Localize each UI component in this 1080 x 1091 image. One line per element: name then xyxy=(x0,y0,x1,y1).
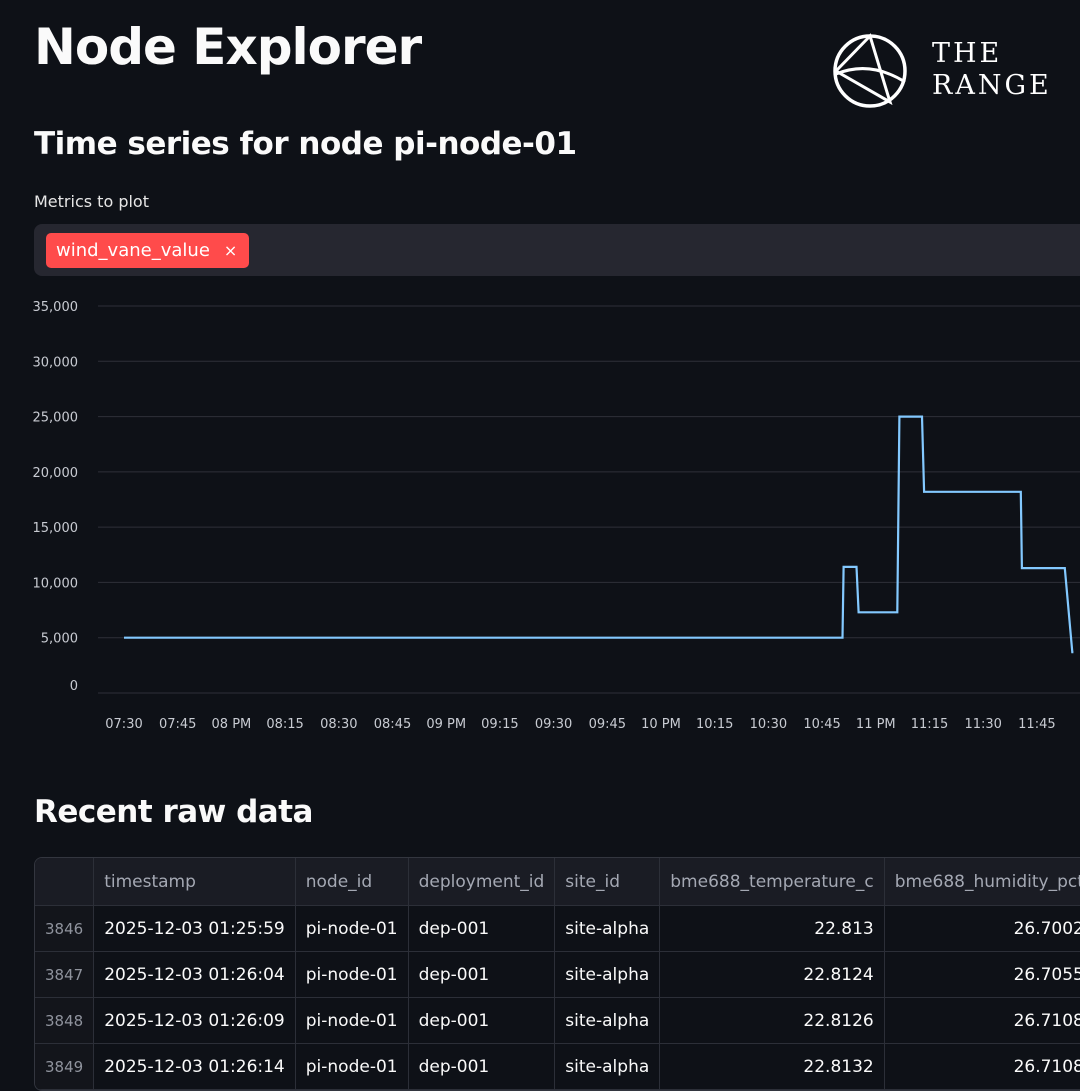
chart-y-axis: 35,000 30,000 25,000 20,000 15,000 10,000 5,00… xyxy=(33,300,79,694)
y-tick-label: 35,000 xyxy=(33,300,79,315)
page-title: Node Explorer xyxy=(34,18,422,76)
row-index: 3846 xyxy=(35,905,95,952)
chart-gridlines xyxy=(98,305,1080,694)
table-row[interactable]: 3847 2025-12-03 01:26:04 pi-node-01 dep-… xyxy=(35,951,1080,998)
cell-node-id[interactable]: pi-node-01 xyxy=(295,1043,409,1090)
y-tick-label: 30,000 xyxy=(33,355,79,370)
x-tick-label: 11:45 xyxy=(1018,717,1055,732)
cell-timestamp[interactable]: 2025-12-03 01:25:59 xyxy=(93,905,296,952)
cell-timestamp[interactable]: 2025-12-03 01:26:14 xyxy=(93,1043,296,1090)
chart-x-axis: 07:30 07:45 08 PM 08:15 08:30 08:45 09 PM 09:15… xyxy=(105,717,1055,732)
cell-node-id[interactable]: pi-node-01 xyxy=(295,997,409,1044)
x-tick-label: 09:30 xyxy=(535,717,572,732)
x-tick-label: 10:30 xyxy=(750,717,787,732)
cell-temperature[interactable]: 22.813 xyxy=(659,905,885,952)
cell-timestamp[interactable]: 2025-12-03 01:26:04 xyxy=(93,951,296,998)
x-tick-label: 10:15 xyxy=(696,717,733,732)
cell-site-id[interactable]: site-alpha xyxy=(554,905,661,952)
time-series-chart[interactable]: 35,000 30,000 25,000 20,000 15,000 10,000 5,00… xyxy=(0,290,1080,740)
table-row[interactable]: 3846 2025-12-03 01:25:59 pi-node-01 dep-… xyxy=(35,905,1080,952)
metrics-label: Metrics to plot xyxy=(34,192,149,211)
row-index: 3849 xyxy=(35,1043,95,1090)
cell-temperature[interactable]: 22.8124 xyxy=(659,951,885,998)
column-header-humidity[interactable]: bme688_humidity_pct xyxy=(884,858,1080,906)
close-icon[interactable]: × xyxy=(223,241,238,260)
x-tick-label: 11:15 xyxy=(911,717,948,732)
cell-humidity[interactable]: 26.7108 xyxy=(884,997,1080,1044)
column-header-node-id[interactable]: node_id xyxy=(295,858,409,906)
cell-temperature[interactable]: 22.8126 xyxy=(659,997,885,1044)
x-tick-label: 08:15 xyxy=(266,717,303,732)
cell-deployment-id[interactable]: dep-001 xyxy=(408,905,556,952)
table-header-row: timestamp node_id deployment_id site_id … xyxy=(35,858,1080,906)
table-row[interactable]: 3848 2025-12-03 01:26:09 pi-node-01 dep-… xyxy=(35,997,1080,1044)
x-tick-label: 08:45 xyxy=(374,717,411,732)
timeseries-title: Time series for node pi-node-01 xyxy=(34,126,577,162)
cell-node-id[interactable]: pi-node-01 xyxy=(295,951,409,998)
logo-line-2: RANGE xyxy=(932,70,1052,101)
y-tick-label: 20,000 xyxy=(33,466,79,481)
x-tick-label: 10:45 xyxy=(803,717,840,732)
cell-deployment-id[interactable]: dep-001 xyxy=(408,1043,556,1090)
x-tick-label: 09 PM xyxy=(426,717,466,732)
column-header-index[interactable] xyxy=(35,858,95,906)
the-range-logo-icon xyxy=(833,33,907,108)
column-header-temperature[interactable]: bme688_temperature_c xyxy=(659,858,885,906)
cell-node-id[interactable]: pi-node-01 xyxy=(295,905,409,952)
cell-site-id[interactable]: site-alpha xyxy=(554,997,661,1044)
y-tick-label: 5,000 xyxy=(41,632,78,647)
cell-deployment-id[interactable]: dep-001 xyxy=(408,997,556,1044)
recent-data-title: Recent raw data xyxy=(34,794,313,830)
logo-text: THE RANGE xyxy=(932,38,1052,102)
y-tick-label: 0 xyxy=(70,679,78,694)
logo-line-1: THE xyxy=(932,38,1003,69)
cell-site-id[interactable]: site-alpha xyxy=(554,1043,661,1090)
cell-temperature[interactable]: 22.8132 xyxy=(659,1043,885,1090)
cell-deployment-id[interactable]: dep-001 xyxy=(408,951,556,998)
table-row[interactable]: 3849 2025-12-03 01:26:14 pi-node-01 dep-… xyxy=(35,1043,1080,1090)
the-range-logo: THE RANGE xyxy=(832,32,1072,112)
y-tick-label: 10,000 xyxy=(33,576,79,591)
x-tick-label: 10 PM xyxy=(641,717,681,732)
row-index: 3847 xyxy=(35,951,95,998)
cell-humidity[interactable]: 26.7108 xyxy=(884,1043,1080,1090)
cell-humidity[interactable]: 26.7055 xyxy=(884,951,1080,998)
series-line-wind_vane_value[interactable] xyxy=(124,415,1074,654)
chart-series xyxy=(124,415,1074,654)
column-header-deployment-id[interactable]: deployment_id xyxy=(408,858,556,906)
x-tick-label: 07:30 xyxy=(105,717,142,732)
column-header-timestamp[interactable]: timestamp xyxy=(93,858,296,906)
row-index: 3848 xyxy=(35,997,95,1044)
recent-data-table[interactable]: timestamp node_id deployment_id site_id … xyxy=(34,857,1080,1091)
cell-site-id[interactable]: site-alpha xyxy=(554,951,661,998)
cell-humidity[interactable]: 26.7002 xyxy=(884,905,1080,952)
x-tick-label: 09:15 xyxy=(481,717,518,732)
cell-timestamp[interactable]: 2025-12-03 01:26:09 xyxy=(93,997,296,1044)
x-tick-label: 11 PM xyxy=(856,717,896,732)
x-tick-label: 08 PM xyxy=(212,717,252,732)
x-tick-label: 11:30 xyxy=(964,717,1001,732)
metric-chip[interactable]: wind_vane_value × xyxy=(46,233,250,268)
metrics-multiselect[interactable]: wind_vane_value × xyxy=(34,224,1080,276)
metric-chip-label: wind_vane_value xyxy=(56,240,210,261)
column-header-site-id[interactable]: site_id xyxy=(554,858,661,906)
y-tick-label: 15,000 xyxy=(33,521,79,536)
x-tick-label: 07:45 xyxy=(159,717,196,732)
x-tick-label: 08:30 xyxy=(320,717,357,732)
y-tick-label: 25,000 xyxy=(33,411,79,426)
x-tick-label: 09:45 xyxy=(589,717,626,732)
